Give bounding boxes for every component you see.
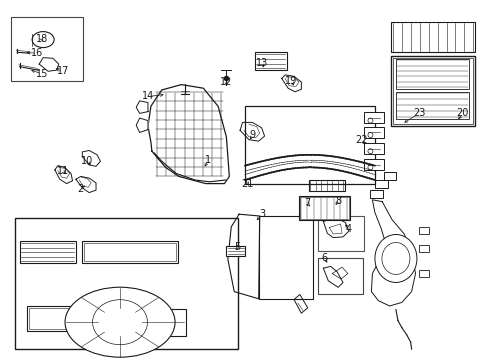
Bar: [419, 227, 429, 234]
Bar: [84, 243, 176, 261]
Bar: [419, 270, 429, 277]
Bar: [391, 56, 475, 126]
Text: 11: 11: [57, 166, 69, 176]
Text: 12: 12: [220, 77, 233, 87]
Bar: [82, 241, 178, 263]
Text: 7: 7: [305, 198, 311, 208]
Bar: [364, 112, 384, 123]
Bar: [226, 246, 245, 256]
Polygon shape: [136, 101, 148, 113]
Polygon shape: [228, 214, 260, 299]
Bar: [299, 196, 350, 220]
Text: 3: 3: [259, 209, 265, 219]
Bar: [396, 92, 469, 119]
Polygon shape: [148, 85, 229, 184]
Bar: [396, 59, 469, 89]
Bar: [391, 22, 475, 52]
Bar: [419, 245, 429, 252]
Bar: [393, 58, 473, 124]
Bar: [384, 172, 396, 180]
Bar: [370, 190, 383, 198]
Text: 17: 17: [56, 66, 69, 76]
Bar: [149, 309, 186, 336]
Polygon shape: [282, 75, 301, 92]
Text: 5: 5: [235, 242, 241, 252]
Bar: [364, 159, 384, 170]
Bar: [309, 180, 345, 191]
Bar: [245, 106, 375, 184]
Bar: [300, 197, 349, 219]
Polygon shape: [294, 294, 308, 313]
Polygon shape: [82, 150, 100, 166]
Polygon shape: [240, 122, 265, 141]
Bar: [375, 180, 388, 188]
Text: 23: 23: [413, 108, 425, 118]
Text: 13: 13: [256, 58, 269, 68]
Ellipse shape: [375, 234, 417, 283]
Bar: [255, 52, 287, 70]
Text: 22: 22: [355, 135, 368, 145]
Bar: [318, 258, 363, 294]
Text: 21: 21: [241, 179, 254, 189]
Bar: [11, 17, 83, 81]
Polygon shape: [76, 176, 96, 193]
Text: 6: 6: [322, 253, 328, 264]
Bar: [29, 308, 81, 329]
Text: 15: 15: [35, 69, 48, 79]
Ellipse shape: [65, 287, 175, 357]
Bar: [318, 216, 364, 251]
Text: 18: 18: [36, 34, 48, 44]
Text: 10: 10: [81, 156, 94, 166]
Text: 2: 2: [78, 184, 84, 194]
Text: 4: 4: [346, 224, 352, 234]
Bar: [259, 216, 313, 299]
Text: 16: 16: [31, 48, 43, 58]
Text: 9: 9: [249, 130, 255, 140]
Bar: [20, 241, 76, 263]
Polygon shape: [371, 200, 416, 306]
Bar: [27, 306, 83, 331]
Polygon shape: [39, 58, 59, 71]
Bar: [364, 143, 384, 154]
Text: 19: 19: [285, 76, 298, 86]
Text: 8: 8: [335, 196, 341, 206]
Bar: [15, 218, 238, 349]
Ellipse shape: [32, 32, 54, 48]
Text: 14: 14: [142, 91, 154, 102]
Polygon shape: [55, 166, 73, 184]
Text: 1: 1: [205, 155, 211, 165]
Bar: [364, 127, 384, 138]
Text: 20: 20: [456, 108, 469, 118]
Polygon shape: [136, 118, 148, 132]
